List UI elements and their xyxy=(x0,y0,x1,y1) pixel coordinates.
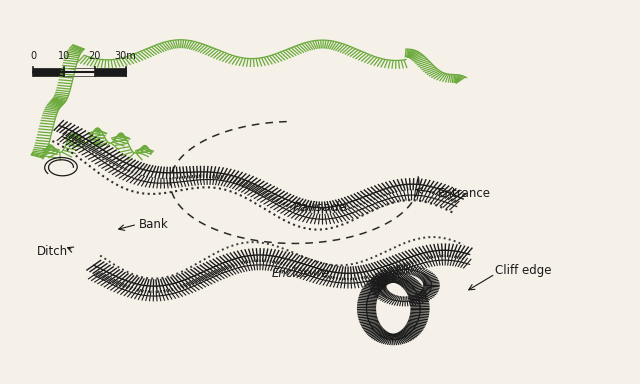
Text: 0: 0 xyxy=(30,51,36,61)
Text: Enclosure: Enclosure xyxy=(272,268,330,280)
Text: 20: 20 xyxy=(89,51,101,61)
Text: 10: 10 xyxy=(58,51,70,61)
Text: 30m: 30m xyxy=(115,51,136,61)
Bar xyxy=(33,68,64,76)
Bar xyxy=(95,68,125,76)
Text: Ditch: Ditch xyxy=(36,245,68,258)
Text: Bank: Bank xyxy=(138,218,168,231)
Text: Entrance: Entrance xyxy=(438,187,491,200)
Text: Palisade: Palisade xyxy=(292,201,348,214)
Text: Cliff edge: Cliff edge xyxy=(495,264,552,276)
Bar xyxy=(64,68,95,76)
